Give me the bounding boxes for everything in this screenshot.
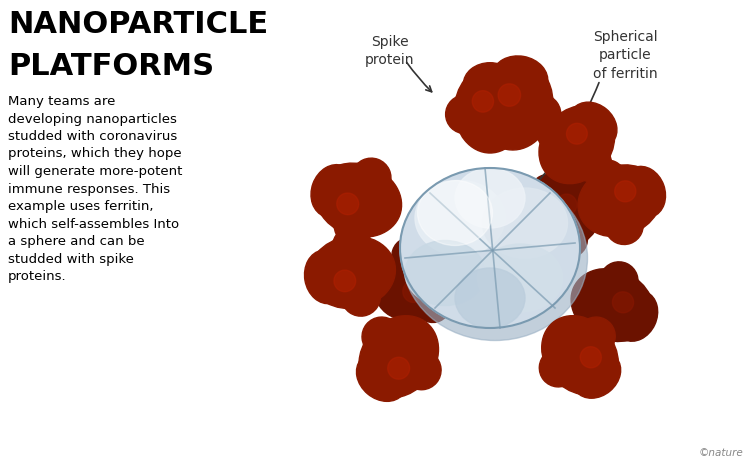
Ellipse shape bbox=[309, 236, 396, 309]
Ellipse shape bbox=[492, 56, 547, 101]
Ellipse shape bbox=[588, 160, 626, 198]
Ellipse shape bbox=[585, 198, 607, 220]
Ellipse shape bbox=[478, 60, 553, 150]
Ellipse shape bbox=[529, 213, 552, 235]
Ellipse shape bbox=[551, 219, 587, 257]
Ellipse shape bbox=[530, 175, 567, 212]
Ellipse shape bbox=[556, 194, 577, 215]
Ellipse shape bbox=[336, 193, 359, 215]
Ellipse shape bbox=[373, 266, 417, 318]
Ellipse shape bbox=[403, 176, 587, 340]
Ellipse shape bbox=[413, 283, 451, 323]
Ellipse shape bbox=[563, 179, 605, 229]
Ellipse shape bbox=[388, 357, 409, 379]
Ellipse shape bbox=[581, 347, 602, 368]
Ellipse shape bbox=[362, 317, 402, 357]
Ellipse shape bbox=[574, 144, 611, 182]
Text: Many teams are
developing nanoparticles
studded with coronavirus
proteins, which: Many teams are developing nanoparticles … bbox=[8, 95, 182, 283]
Ellipse shape bbox=[357, 353, 407, 401]
Ellipse shape bbox=[400, 168, 580, 328]
Ellipse shape bbox=[468, 85, 509, 125]
Ellipse shape bbox=[482, 188, 568, 258]
Ellipse shape bbox=[571, 269, 653, 341]
Ellipse shape bbox=[541, 316, 618, 395]
Ellipse shape bbox=[401, 350, 441, 390]
Ellipse shape bbox=[612, 292, 634, 313]
Ellipse shape bbox=[463, 63, 517, 106]
Ellipse shape bbox=[472, 91, 493, 112]
Ellipse shape bbox=[341, 276, 380, 316]
Ellipse shape bbox=[537, 113, 575, 151]
Ellipse shape bbox=[499, 121, 521, 143]
Text: Spherical
particle
of ferritin: Spherical particle of ferritin bbox=[593, 30, 657, 81]
Ellipse shape bbox=[579, 306, 617, 345]
Ellipse shape bbox=[569, 102, 617, 149]
Ellipse shape bbox=[366, 257, 389, 279]
Text: NANOPARTICLE: NANOPARTICLE bbox=[8, 10, 268, 39]
Ellipse shape bbox=[454, 67, 526, 153]
Ellipse shape bbox=[523, 178, 602, 250]
Ellipse shape bbox=[572, 351, 620, 398]
Ellipse shape bbox=[478, 244, 562, 312]
Ellipse shape bbox=[600, 262, 638, 300]
Ellipse shape bbox=[479, 125, 501, 147]
Text: Spike
protein: Spike protein bbox=[365, 35, 415, 67]
Ellipse shape bbox=[539, 106, 614, 184]
Ellipse shape bbox=[553, 325, 575, 347]
Ellipse shape bbox=[315, 163, 402, 237]
Ellipse shape bbox=[445, 95, 484, 134]
Ellipse shape bbox=[578, 165, 662, 237]
Ellipse shape bbox=[405, 241, 485, 305]
Ellipse shape bbox=[403, 281, 424, 303]
Ellipse shape bbox=[334, 270, 356, 292]
Ellipse shape bbox=[304, 250, 348, 304]
Ellipse shape bbox=[614, 290, 658, 341]
Ellipse shape bbox=[455, 268, 525, 328]
Ellipse shape bbox=[359, 316, 439, 398]
Ellipse shape bbox=[372, 198, 394, 220]
Ellipse shape bbox=[498, 84, 520, 106]
Ellipse shape bbox=[429, 261, 451, 283]
Ellipse shape bbox=[614, 181, 636, 202]
Ellipse shape bbox=[455, 168, 525, 228]
Ellipse shape bbox=[520, 94, 561, 134]
Ellipse shape bbox=[333, 227, 372, 267]
Ellipse shape bbox=[405, 325, 427, 347]
Ellipse shape bbox=[311, 165, 356, 218]
Ellipse shape bbox=[539, 348, 578, 387]
Ellipse shape bbox=[566, 123, 587, 144]
Ellipse shape bbox=[334, 205, 374, 245]
Ellipse shape bbox=[351, 158, 391, 198]
Ellipse shape bbox=[622, 166, 665, 218]
Text: PLATFORMS: PLATFORMS bbox=[8, 52, 214, 81]
Ellipse shape bbox=[605, 206, 643, 245]
Ellipse shape bbox=[392, 238, 430, 277]
Ellipse shape bbox=[377, 245, 457, 319]
Ellipse shape bbox=[415, 181, 505, 255]
Text: ©nature: ©nature bbox=[698, 448, 743, 458]
Ellipse shape bbox=[418, 181, 493, 246]
Ellipse shape bbox=[496, 95, 535, 134]
Ellipse shape bbox=[550, 153, 572, 175]
Ellipse shape bbox=[578, 283, 600, 305]
Ellipse shape bbox=[577, 317, 615, 355]
